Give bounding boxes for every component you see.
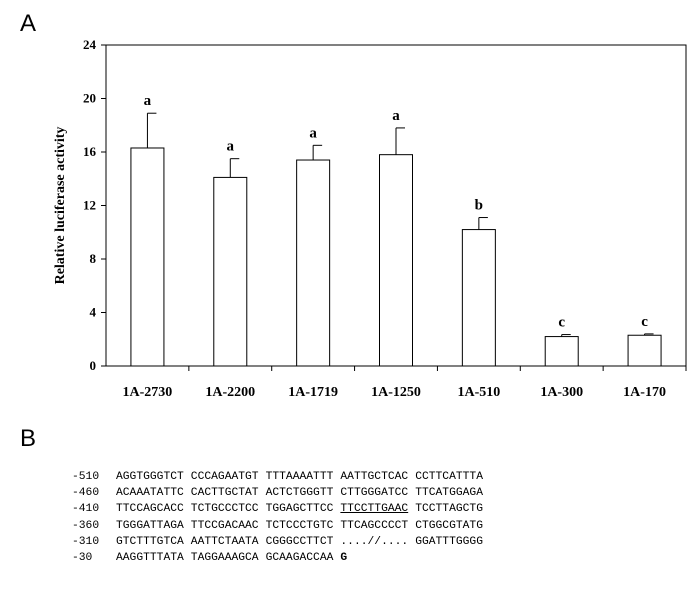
bar: [544, 336, 579, 367]
y-tick-label: 0: [90, 358, 97, 373]
sequence-line: -510 AGGTGGGTCT CCCAGAATGT TTTAAAATTT AATTGC…: [72, 469, 490, 485]
x-category-label: 1A-300: [540, 385, 583, 400]
bar: [461, 229, 496, 367]
sequence-chunk: CCTTCATTTA: [415, 471, 483, 483]
x-category-label: 1A-2200: [205, 385, 255, 400]
sequence-chunk: CTGGCGTATG: [415, 519, 483, 532]
significance-label: a: [227, 139, 235, 155]
sequence-chunk: TCCTTAGCTG: [415, 503, 483, 516]
sequence-chunk: CCCAGAATGT: [190, 471, 259, 483]
sequence-chunk: GGATTTGGGG: [415, 535, 483, 548]
sequence-chunk: TTCATGGAGA: [415, 487, 483, 500]
y-tick-label: 12: [83, 198, 96, 213]
significance-label: b: [475, 198, 483, 214]
sequence-chunk: AATTGCTCAC: [340, 471, 409, 483]
sequence-chunk: AAGGTTTATA: [116, 552, 184, 565]
bar: [130, 147, 165, 367]
sequence-line: -30 AAGGTTTATA TAGGAAAGCA GCAAGACCAA G: [72, 550, 490, 566]
sequence-position: -510: [72, 471, 100, 483]
significance-label: c: [641, 314, 648, 330]
sequence-chunk: TTTAAAATTT: [265, 471, 334, 483]
bar-chart: 0 4 8 12 16 20 24 Relative luciferase activity a…: [53, 37, 687, 400]
x-category-label: 1A-1250: [371, 385, 421, 400]
sequence-chunk: TGGAGCTTCC: [265, 503, 334, 516]
y-axis-label: Relative luciferase activity: [53, 127, 68, 285]
start-nucleotide: G: [340, 552, 348, 565]
x-category-label: 1A-1719: [288, 385, 338, 400]
sequence-chunk: ACTCTGGGTT: [265, 487, 334, 500]
panel-b-label: B: [20, 425, 37, 452]
sequence-line: -410 TTCCAGCACC TCTGCCCTCC TGGAGCTTCC TTCCTT…: [72, 501, 490, 517]
sequence-chunk: CACTTGCTAT: [190, 487, 259, 500]
sequence-chunk: AGGTGGGTCT: [116, 471, 184, 483]
sequence-line: -360 TGGGATTAGA TTCCGACAAC TCTCCCTGTC TTCAGC…: [72, 518, 490, 534]
x-category-label: 1A-2730: [123, 385, 173, 400]
sequence-position: -310: [72, 535, 100, 548]
x-category-label: 1A-170: [623, 385, 666, 400]
sequence-chunk: CGGGCCTTCT: [265, 535, 334, 548]
panel-a-label: A: [20, 10, 37, 37]
bar: [296, 159, 331, 367]
sequence-chunk: ACAAATATTC: [116, 487, 184, 500]
sequence-chunk: ....//....: [340, 535, 409, 548]
sequence-position: -460: [72, 487, 100, 500]
sequence-chunk: TTCCAGCACC: [116, 503, 184, 516]
sequence-chunk: TCTCCCTGTC: [265, 519, 334, 532]
promoter-sequence: -510 AGGTGGGTCT CCCAGAATGT TTTAAAATTT AATTGC…: [72, 469, 490, 566]
significance-label: c: [558, 315, 565, 331]
sequence-chunk: TAGGAAAGCA: [190, 552, 259, 565]
y-tick-label: 20: [83, 91, 96, 106]
bar: [213, 176, 248, 367]
underlined-motif: TTCCTTGAAC: [340, 503, 409, 516]
sequence-line: -310 GTCTTTGTCA AATTCTAATA CGGGCCTTCT ....//…: [72, 534, 490, 550]
sequence-position: -360: [72, 519, 100, 532]
x-category-label: 1A-510: [457, 385, 500, 400]
y-tick-label: 24: [83, 37, 97, 52]
sequence-position: -410: [72, 503, 100, 516]
sequence-chunk: TGGGATTAGA: [116, 519, 184, 532]
sequence-chunk: AATTCTAATA: [190, 535, 259, 548]
bar: [627, 334, 662, 367]
sequence-position: -30: [72, 552, 93, 565]
significance-label: a: [309, 125, 317, 141]
sequence-chunk: GCAAGACCAA: [265, 552, 334, 565]
y-tick-label: 8: [90, 251, 97, 266]
sequence-chunk: TCTGCCCTCC: [190, 503, 259, 516]
y-tick-label: 4: [90, 305, 97, 320]
significance-label: a: [144, 93, 152, 109]
significance-label: a: [392, 108, 400, 124]
sequence-chunk: CTTGGGATCC: [340, 487, 409, 500]
y-tick-label: 16: [83, 144, 97, 159]
sequence-line: -460 ACAAATATTC CACTTGCTAT ACTCTGGGTT CTTGGG…: [72, 485, 490, 501]
sequence-chunk: TTCAGCCCCT: [340, 519, 409, 532]
bar: [379, 154, 413, 367]
sequence-chunk: GTCTTTGTCA: [116, 535, 184, 548]
sequence-chunk: TTCCGACAAC: [190, 519, 259, 532]
